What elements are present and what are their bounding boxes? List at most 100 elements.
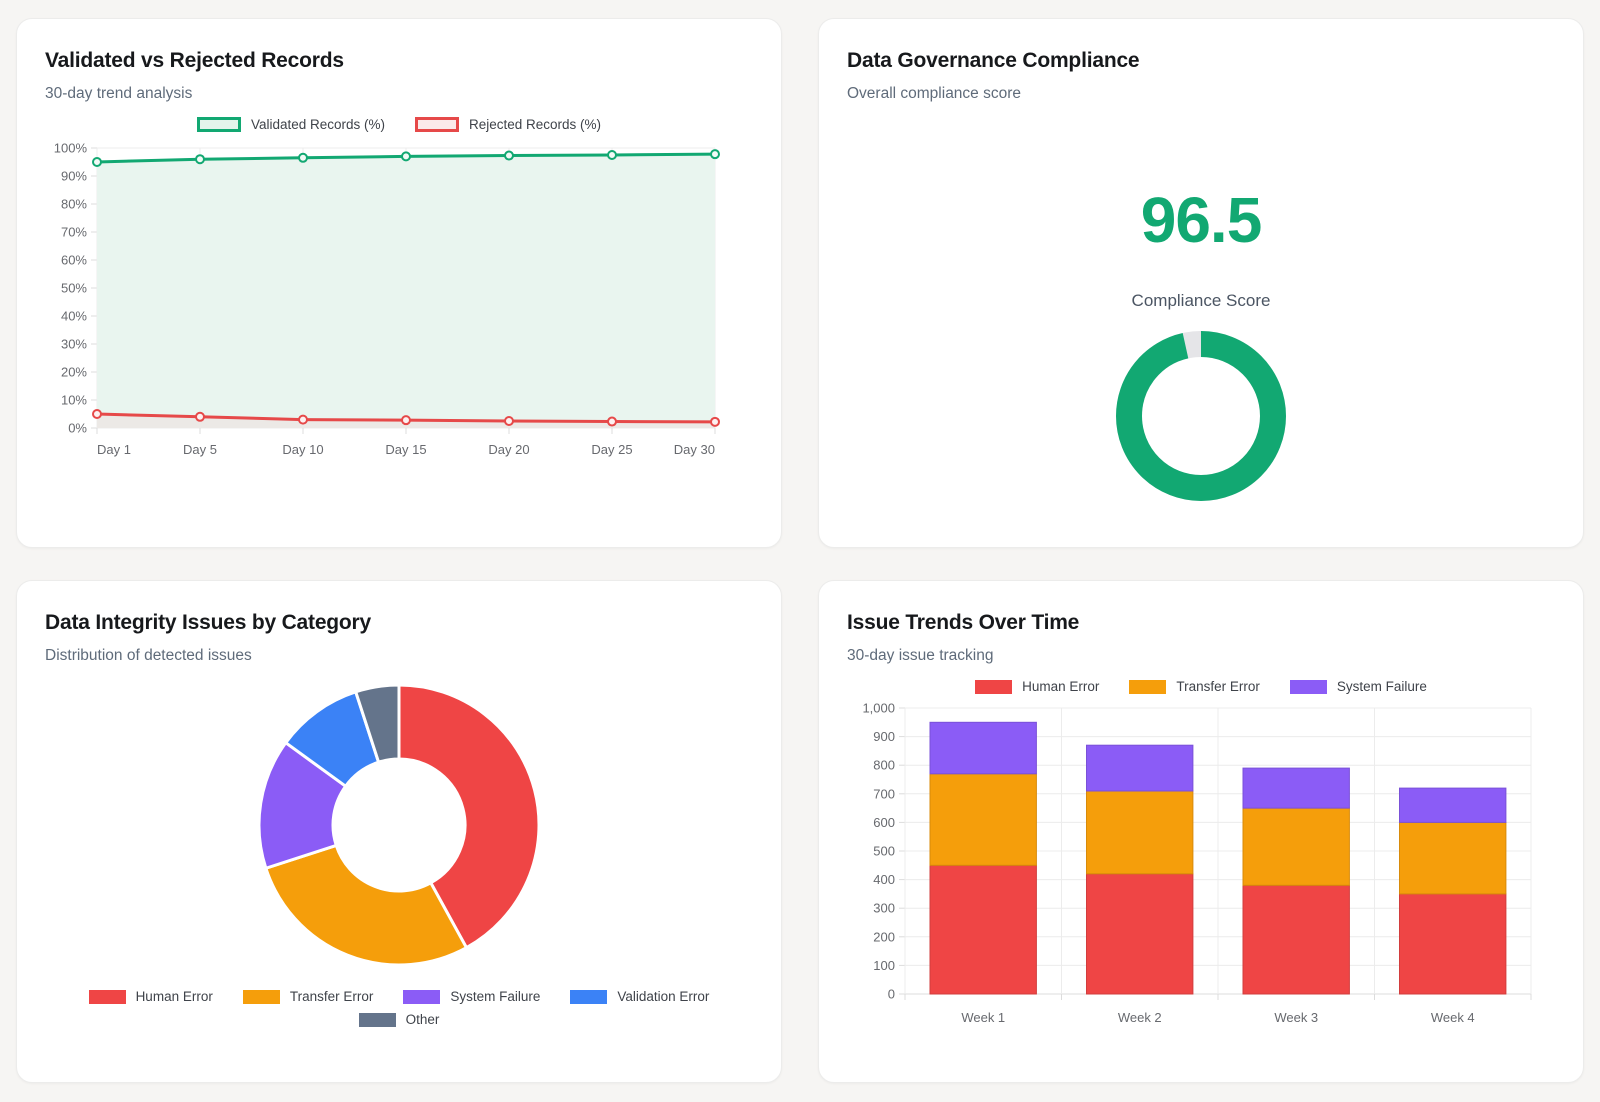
donut-slice[interactable] bbox=[263, 843, 469, 967]
bar-segment[interactable] bbox=[1399, 787, 1507, 823]
bar-segment[interactable] bbox=[1086, 873, 1194, 995]
legend-swatch bbox=[975, 679, 1013, 694]
legend-swatch bbox=[242, 989, 280, 1004]
data-point[interactable] bbox=[195, 154, 205, 165]
bar-segment[interactable] bbox=[1242, 767, 1350, 809]
data-point[interactable] bbox=[504, 416, 514, 426]
legend-item[interactable]: Rejected Records (%) bbox=[415, 117, 601, 132]
issues-by-category-svg bbox=[257, 683, 541, 967]
x-axis-tick-label: Week 2 bbox=[1118, 1010, 1162, 1025]
data-point[interactable] bbox=[710, 149, 720, 160]
chart-legend: Human Error Transfer Error System Failure V… bbox=[59, 989, 739, 1027]
legend-label: Human Error bbox=[135, 989, 213, 1004]
y-axis-tick-label: 300 bbox=[873, 901, 895, 916]
card-subtitle: 30-day issue tracking bbox=[847, 647, 994, 664]
legend-item[interactable]: Transfer Error bbox=[242, 989, 373, 1004]
card-validated-vs-rejected: Validated vs Rejected Records 30-day tre… bbox=[16, 18, 782, 548]
y-axis-tick-label: 10% bbox=[61, 393, 87, 408]
y-axis-tick-label: 200 bbox=[873, 929, 895, 944]
legend-swatch bbox=[1129, 679, 1167, 694]
y-axis-tick-label: 60% bbox=[61, 253, 87, 268]
data-point[interactable] bbox=[401, 151, 411, 162]
legend-swatch bbox=[570, 989, 608, 1004]
stacked-bar-chart: Human Error Transfer Error System Failure 0… bbox=[847, 679, 1555, 1041]
bar-segment[interactable] bbox=[1399, 821, 1507, 895]
card-data-governance-compliance: Data Governance Compliance Overall compl… bbox=[818, 18, 1584, 548]
legend-swatch bbox=[403, 989, 441, 1004]
legend-item[interactable]: System Failure bbox=[403, 989, 540, 1004]
data-point[interactable] bbox=[92, 157, 102, 167]
x-axis-tick-label: Day 20 bbox=[488, 442, 529, 457]
issue-trends-svg: 0 100 200 300 400 500 600 700 800 900 1,000 Week 1 W… bbox=[862, 701, 1532, 1025]
donut-slice[interactable] bbox=[397, 683, 541, 950]
bar-segment[interactable] bbox=[1086, 744, 1194, 792]
y-axis-tick-label: 70% bbox=[61, 225, 87, 240]
legend-swatch bbox=[358, 1012, 396, 1027]
card-subtitle: Distribution of detected issues bbox=[45, 647, 252, 664]
y-axis-tick-label: 1,000 bbox=[862, 701, 895, 716]
y-axis-tick-label: 50% bbox=[61, 281, 87, 296]
line-chart: Validated Records (%) Rejected Records (%… bbox=[45, 117, 753, 473]
data-point[interactable] bbox=[401, 415, 411, 426]
x-axis-tick-label: Day 1 bbox=[97, 442, 131, 457]
legend-label: Rejected Records (%) bbox=[469, 117, 602, 132]
card-title: Validated vs Rejected Records bbox=[45, 49, 344, 72]
y-axis-tick-label: 20% bbox=[61, 365, 87, 380]
data-point[interactable] bbox=[710, 416, 720, 427]
gauge-card-body: Data Governance Compliance Overall compl… bbox=[847, 49, 1555, 516]
gauge-arc[interactable] bbox=[1116, 331, 1286, 501]
legend-item[interactable]: System Failure bbox=[1289, 679, 1427, 694]
compliance-score-label: Compliance Score bbox=[1131, 291, 1271, 310]
data-point[interactable] bbox=[607, 416, 617, 427]
legend-item[interactable]: Other bbox=[358, 1012, 440, 1027]
y-axis-tick-label: 900 bbox=[873, 729, 895, 744]
data-point[interactable] bbox=[504, 150, 514, 161]
validated-vs-rejected-svg: 0% 10% 20% 30% 40% 50% 60% 70% 80% 90% 100% Day 1 Da… bbox=[54, 141, 720, 457]
bar-segment[interactable] bbox=[1086, 790, 1194, 875]
bar-segment[interactable] bbox=[929, 773, 1037, 866]
y-axis-tick-label: 90% bbox=[61, 169, 87, 184]
compliance-gauge-chart bbox=[1106, 321, 1296, 516]
card-title: Data Governance Compliance bbox=[847, 49, 1140, 72]
legend-item[interactable]: Human Error bbox=[88, 989, 213, 1004]
bar-segment[interactable] bbox=[929, 864, 1037, 995]
legend-label: Validation Error bbox=[617, 989, 710, 1004]
legend-item[interactable]: Human Error bbox=[975, 679, 1099, 694]
y-axis-tick-label: 80% bbox=[61, 197, 87, 212]
legend-label: Transfer Error bbox=[1176, 679, 1260, 694]
legend-swatch bbox=[415, 117, 459, 132]
legend-item[interactable]: Validation Error bbox=[570, 989, 709, 1004]
x-axis-tick-label: Day 15 bbox=[385, 442, 426, 457]
bar-segment[interactable] bbox=[1399, 893, 1507, 995]
card-issues-by-category: Data Integrity Issues by Category Distri… bbox=[16, 580, 782, 1083]
legend-label: Validated Records (%) bbox=[250, 117, 385, 132]
data-point[interactable] bbox=[195, 411, 205, 422]
legend-item[interactable]: Validated Records (%) bbox=[196, 117, 385, 132]
data-point[interactable] bbox=[298, 152, 308, 163]
x-axis-tick-label: Week 3 bbox=[1274, 1010, 1318, 1025]
bar-segment[interactable] bbox=[1242, 807, 1350, 886]
data-point[interactable] bbox=[607, 150, 617, 160]
legend-label: Human Error bbox=[1022, 679, 1100, 694]
data-point[interactable] bbox=[298, 414, 308, 425]
bar-segment[interactable] bbox=[929, 721, 1037, 775]
y-axis-tick-label: 100 bbox=[873, 958, 895, 973]
y-axis-tick-label: 0% bbox=[68, 421, 87, 436]
y-axis-tick-label: 30% bbox=[61, 337, 87, 352]
donut-chart: Human Error Transfer Error System Failure V… bbox=[45, 675, 753, 1031]
y-axis-tick-label: 700 bbox=[873, 786, 895, 801]
legend-item[interactable]: Transfer Error bbox=[1129, 679, 1260, 694]
y-axis-tick-label: 500 bbox=[873, 844, 895, 859]
bar-segment[interactable] bbox=[1242, 884, 1350, 995]
compliance-score-value: 96.5 bbox=[1140, 184, 1263, 256]
x-axis-tick-label: Week 4 bbox=[1431, 1010, 1475, 1025]
legend-label: Other bbox=[405, 1012, 440, 1027]
y-axis-tick-label: 400 bbox=[873, 872, 895, 887]
donut-slice[interactable] bbox=[353, 683, 401, 765]
legend-swatch bbox=[1289, 679, 1327, 694]
legend-swatch bbox=[196, 117, 241, 132]
data-point[interactable] bbox=[92, 409, 102, 419]
x-axis-tick-label: Day 5 bbox=[183, 442, 217, 457]
card-subtitle: Overall compliance score bbox=[847, 85, 1022, 102]
legend-label: System Failure bbox=[450, 989, 541, 1004]
